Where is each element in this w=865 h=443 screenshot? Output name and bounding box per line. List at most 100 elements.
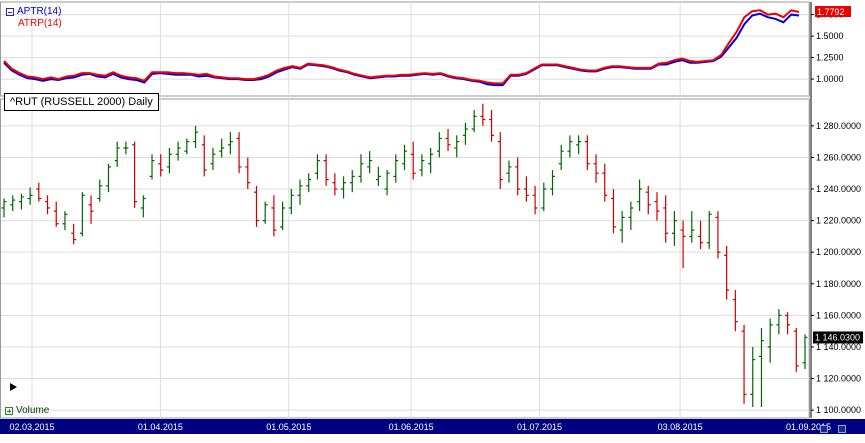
ohlc-bar (201, 135, 207, 177)
ohlc-bar (445, 129, 451, 152)
ohlc-bar (18, 193, 24, 210)
ohlc-bar (332, 173, 338, 196)
indicator-last-value-box (815, 6, 851, 18)
ohlc-bar (88, 195, 94, 224)
indicator-tick-label: 1.0000 (816, 74, 844, 84)
ohlc-bar (628, 201, 634, 231)
ohlc-bar (576, 135, 582, 155)
ohlc-bar (489, 110, 495, 142)
ohlc-bar (132, 141, 138, 208)
play-icon[interactable] (10, 383, 17, 391)
ohlc-bar (637, 179, 643, 212)
ohlc-bar (1, 198, 7, 218)
time-axis-label: 01.09.2015 (786, 422, 831, 432)
ohlc-bar (689, 211, 695, 243)
ohlc-bar (253, 185, 259, 227)
ohlc-bar (149, 154, 155, 180)
ohlc-bar (732, 290, 738, 332)
ohlc-bar (367, 151, 373, 174)
ohlc-bar (506, 160, 512, 183)
time-axis-label: 01.04.2015 (138, 422, 183, 432)
ohlc-bar (793, 327, 799, 373)
ohlc-bar (97, 179, 103, 202)
ohlc-bar (114, 141, 120, 167)
price-panel (1, 103, 808, 407)
ohlc-bar (471, 110, 477, 133)
ohlc-bar (193, 125, 199, 148)
ohlc-bar (785, 312, 791, 335)
ohlc-bar (280, 201, 286, 231)
ohlc-bar (175, 141, 181, 161)
aptr-label: APTR(14) (17, 6, 62, 17)
ohlc-bar (776, 309, 782, 335)
ohlc-bar (645, 185, 651, 215)
ohlc-bar (36, 182, 42, 202)
price-tick-label: 1 180.0000 (816, 279, 861, 289)
indicator-line-atrp (3, 9, 800, 85)
ohlc-bar (53, 201, 59, 227)
ohlc-bar (245, 157, 251, 190)
indicator-tick-label: 1.2500 (816, 53, 844, 63)
time-axis-label: 01.07.2015 (517, 422, 562, 432)
ohlc-bar (715, 211, 721, 259)
ohlc-bar (27, 187, 33, 205)
ohlc-bar (271, 195, 277, 237)
ohlc-bar (462, 122, 468, 145)
price-tick-label: 1 140.0000 (816, 342, 861, 352)
ohlc-bar (671, 211, 677, 246)
expand-plus-icon[interactable] (5, 406, 13, 415)
ohlc-bar (10, 195, 16, 212)
scroll-right-button[interactable] (838, 425, 846, 433)
ohlc-bar (410, 141, 416, 180)
ohlc-bar (105, 163, 111, 193)
ohlc-bar (602, 163, 608, 202)
volume-toggle[interactable]: Volume (5, 405, 49, 416)
time-axis-label: 01.05.2015 (266, 422, 311, 432)
ohlc-bar (236, 132, 242, 174)
ohlc-bar (480, 103, 486, 126)
ohlc-bar (419, 154, 425, 177)
price-tick-label: 1 120.0000 (816, 374, 861, 384)
grid-layer (0, 1, 812, 419)
ohlc-bar (341, 176, 347, 199)
ohlc-bar (619, 211, 625, 243)
ohlc-bar (384, 170, 390, 196)
price-chart-title: ^RUT (RUSSELL 2000) Daily (4, 93, 159, 111)
ohlc-bar (532, 185, 538, 215)
ohlc-bar (567, 135, 573, 158)
ohlc-bar (584, 135, 590, 171)
price-tick-label: 1 260.0000 (816, 152, 861, 162)
atrp-legend-row: ATRP(14) (6, 18, 62, 30)
time-axis-label: 03.08.2015 (658, 422, 703, 432)
ohlc-bar (402, 144, 407, 171)
indicator-last-value: 1.7792 (817, 7, 845, 17)
price-tick-label: 1 220.0000 (816, 216, 861, 226)
ohlc-bar (724, 245, 730, 300)
ohlc-bar (140, 195, 146, 218)
price-tick-label: 1 240.0000 (816, 184, 861, 194)
ohlc-bar (680, 220, 686, 268)
time-axis-label: 02.03.2015 (9, 422, 54, 432)
ohlc-bar (593, 154, 599, 183)
indicator-panel (3, 9, 800, 87)
ohlc-bar (654, 192, 660, 221)
price-tick-label: 1 280.0000 (816, 121, 861, 131)
ohlc-bar (71, 223, 77, 245)
ohlc-bar (210, 147, 216, 171)
scroll-left-button[interactable] (820, 425, 828, 433)
ohlc-bar (497, 132, 503, 190)
price-tick-label: 1 200.0000 (816, 247, 861, 257)
ohlc-bar (750, 346, 756, 407)
ohlc-bar (288, 189, 294, 215)
ohlc-bar (166, 147, 172, 174)
ohlc-bar (558, 144, 564, 171)
ohlc-bar (393, 154, 399, 183)
atrp-label: ATRP(14) (18, 18, 62, 29)
ohlc-bar (758, 327, 764, 407)
ohlc-bar (314, 154, 320, 180)
ohlc-bar (158, 154, 164, 177)
ohlc-bar (802, 334, 808, 370)
ohlc-bar (184, 138, 190, 155)
collapse-box-icon[interactable] (6, 8, 14, 16)
